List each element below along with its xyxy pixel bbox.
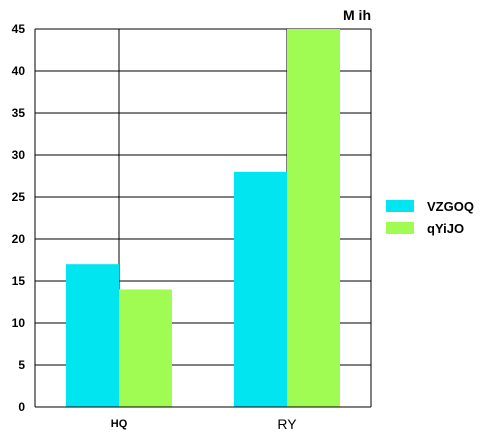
legend-label: VZGOQ [427, 199, 474, 214]
y-axis-tick-labels: 0 5 10 15 20 25 30 35 40 45 [12, 22, 26, 414]
x-tick-label: RY [277, 416, 297, 432]
bar-VZGOQ-RY [234, 171, 287, 407]
legend-swatch-qYiJO [386, 222, 414, 234]
bar-VZGOQ-HQ [66, 264, 119, 407]
y-tick-label: 15 [12, 274, 26, 288]
x-axis-tick-labels: HQ RY [111, 416, 298, 432]
y-tick-label: 10 [12, 316, 26, 330]
y-tick-label: 40 [12, 64, 26, 78]
unit-label: M ih [343, 7, 371, 23]
axes [34, 29, 372, 408]
y-tick-label: 45 [12, 22, 26, 36]
y-tick-label: 0 [18, 400, 25, 414]
y-tick-label: 5 [18, 358, 25, 372]
y-tick-label: 35 [12, 106, 26, 120]
y-tick-label: 30 [12, 148, 26, 162]
legend-label: qYiJO [427, 221, 464, 236]
bar-qYiJO-HQ [119, 289, 172, 407]
x-tick-label: HQ [111, 418, 128, 430]
y-tick-label: 20 [12, 232, 26, 246]
bars [66, 29, 340, 407]
legend-swatch-VZGOQ [386, 200, 414, 212]
y-tick-label: 25 [12, 190, 26, 204]
legend: VZGOQ qYiJO [386, 199, 474, 236]
bar-qYiJO-RY [287, 29, 340, 407]
